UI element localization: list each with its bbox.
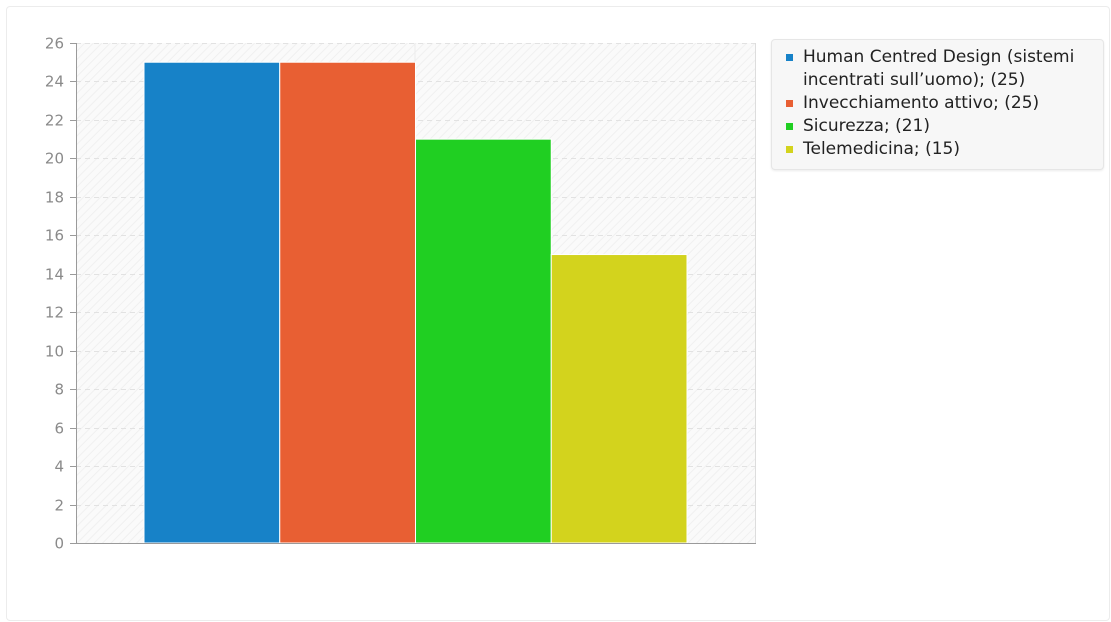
legend-label: Telemedicina; (15) bbox=[803, 139, 960, 159]
y-tick-label: 18 bbox=[45, 189, 64, 207]
y-tick-label: 22 bbox=[45, 112, 64, 130]
y-tick-label: 6 bbox=[54, 420, 64, 438]
bar[interactable] bbox=[550, 254, 688, 544]
legend-swatch bbox=[786, 100, 793, 107]
bar[interactable] bbox=[415, 138, 552, 544]
legend-swatch bbox=[786, 146, 793, 153]
y-tick-label: 26 bbox=[45, 35, 64, 53]
y-tick-label: 4 bbox=[54, 458, 64, 476]
legend-item-human-centred-design[interactable]: Human Centred Design (sistemi incentrati… bbox=[784, 46, 1093, 92]
y-tick-label: 14 bbox=[45, 266, 64, 284]
legend-swatch bbox=[786, 54, 793, 61]
legend-item-invecchiamento-attivo[interactable]: Invecchiamento attivo; (25) bbox=[784, 92, 1093, 115]
y-tick-label: 20 bbox=[45, 150, 64, 168]
y-tick-label: 8 bbox=[54, 381, 64, 399]
legend-item-sicurezza[interactable]: Sicurezza; (21) bbox=[784, 115, 1093, 138]
y-tick-label: 12 bbox=[45, 304, 64, 322]
y-tick-label: 24 bbox=[45, 73, 64, 91]
bar[interactable] bbox=[279, 61, 416, 544]
bars bbox=[143, 61, 688, 544]
legend: Human Centred Design (sistemi incentrati… bbox=[771, 39, 1104, 170]
legend-swatch bbox=[786, 123, 793, 130]
legend-label: Invecchiamento attivo; (25) bbox=[803, 93, 1040, 113]
y-tick-label: 16 bbox=[45, 227, 64, 245]
y-tick-label: 10 bbox=[45, 343, 64, 361]
bar[interactable] bbox=[143, 61, 281, 544]
y-tick-label: 2 bbox=[54, 497, 64, 515]
y-tick-label: 0 bbox=[54, 535, 64, 553]
legend-label: Human Centred Design (sistemi incentrati… bbox=[803, 47, 1075, 90]
legend-item-telemedicina[interactable]: Telemedicina; (15) bbox=[784, 138, 1093, 161]
legend-label: Sicurezza; (21) bbox=[803, 116, 931, 136]
